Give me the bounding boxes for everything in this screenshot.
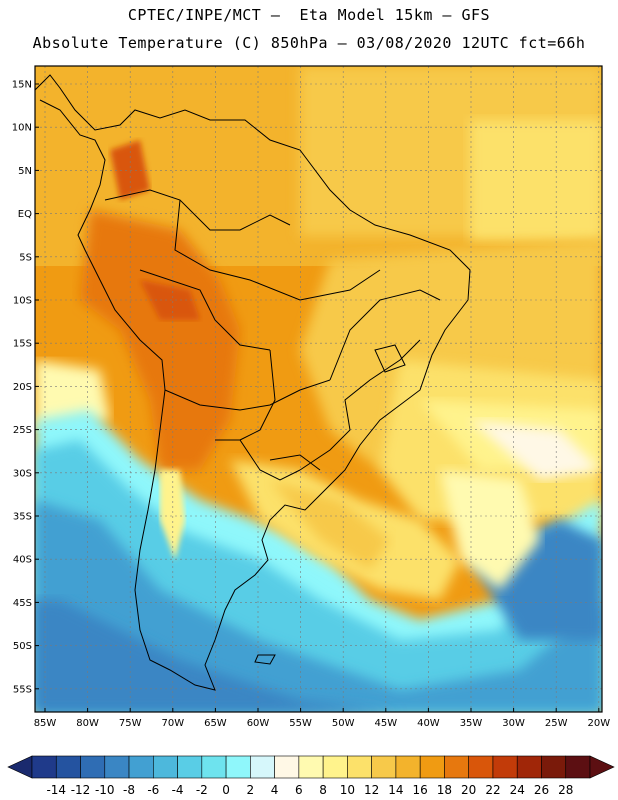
colorbar-label: 8 (319, 783, 327, 797)
lat-label: 5N (18, 166, 32, 177)
colorbar-label: 26 (534, 783, 549, 797)
lon-label: 30W (502, 718, 525, 729)
colorbar-swatch (492, 755, 518, 779)
temperature-field (35, 66, 602, 712)
colorbar-swatch (468, 755, 494, 779)
colorbar-swatch (31, 755, 57, 779)
colorbar-swatch (565, 755, 591, 779)
colorbar-label: 24 (510, 783, 525, 797)
colorbar-label: 28 (558, 783, 573, 797)
longitude-labels: 85W 80W 75W 70W 65W 60W 55W 50W 45W 40W 35W 30W 25W 2… (34, 708, 610, 729)
colorbar-label: 12 (364, 783, 379, 797)
lon-label: 35W (460, 718, 483, 729)
lat-label: 15S (13, 339, 32, 350)
lat-label: 15N (12, 80, 32, 91)
colorbar-swatch (347, 755, 372, 779)
coastlines-and-borders (35, 74, 471, 691)
colorbar-swatch (444, 755, 469, 779)
colorbar-swatch (80, 755, 106, 779)
lon-label: 65W (204, 718, 227, 729)
lat-label: 55S (13, 684, 32, 695)
lon-label: 80W (76, 718, 99, 729)
colorbar-swatch (153, 755, 178, 779)
colorbar-label: -4 (172, 783, 184, 797)
colorbar-swatch (395, 755, 421, 779)
lat-label: 5S (19, 252, 32, 263)
lat-label: 25S (13, 425, 32, 436)
map-title-line2: Absolute Temperature (C) 850hPa – 03/08/… (32, 34, 586, 52)
colorbar-label: 0 (222, 783, 230, 797)
colorbar-min-arrow (7, 755, 33, 779)
lat-label: 50S (13, 641, 32, 652)
colorbar-label: -8 (123, 783, 135, 797)
colorbar-label: -14 (46, 783, 66, 797)
colorbar: -14 -12 -10 -8 -6 -4 -2 0 2 4 6 8 10 12 14 16 18 20 22 24 26… (7, 755, 615, 797)
lat-label: 35S (13, 512, 32, 523)
colorbar-swatch (201, 755, 227, 779)
colorbar-label: 6 (295, 783, 303, 797)
lat-label: 10S (13, 296, 32, 307)
colorbar-label: -12 (71, 783, 91, 797)
colorbar-label: 14 (388, 783, 403, 797)
colorbar-label: 4 (271, 783, 279, 797)
colorbar-swatch (250, 755, 275, 779)
colorbar-label: 16 (413, 783, 428, 797)
lon-label: 75W (119, 718, 142, 729)
lon-label: 25W (545, 718, 568, 729)
lon-label: 55W (289, 718, 312, 729)
lon-label: 45W (374, 718, 397, 729)
lon-label: 40W (417, 718, 440, 729)
colorbar-label: 18 (437, 783, 452, 797)
lat-label: EQ (18, 209, 32, 220)
colorbar-swatch (274, 755, 300, 779)
colorbar-swatch (225, 755, 251, 779)
lat-label: 10N (12, 123, 32, 134)
colorbar-swatch (298, 755, 324, 779)
lat-label: 45S (13, 598, 32, 609)
lat-label: 40S (13, 555, 32, 566)
colorbar-swatch (104, 755, 130, 779)
colorbar-label: -10 (95, 783, 115, 797)
colorbar-swatch (541, 755, 567, 779)
colorbar-swatch (419, 755, 445, 779)
map-frame (34, 65, 603, 713)
lon-label: 20W (587, 718, 610, 729)
colorbar-swatch (371, 755, 397, 779)
colorbar-label: 22 (485, 783, 500, 797)
colorbar-swatch (516, 755, 542, 779)
map-title-line1: CPTEC/INPE/MCT – Eta Model 15km – GFS (127, 6, 491, 24)
lat-label: 20S (13, 382, 32, 393)
lat-label: 30S (13, 468, 32, 479)
colorbar-swatch (322, 755, 348, 779)
colorbar-label: 10 (340, 783, 355, 797)
colorbar-label: -2 (196, 783, 208, 797)
lon-label: 50W (332, 718, 355, 729)
colorbar-swatch (128, 755, 154, 779)
colorbar-swatch (55, 755, 81, 779)
colorbar-label: 2 (247, 783, 255, 797)
lon-label: 60W (247, 718, 270, 729)
latitude-labels: 15N 10N 5N EQ 5S 10S 15S 20S 25S 30S 35S 40S 45S 50S 5… (12, 80, 39, 695)
lon-label: 70W (161, 718, 184, 729)
lon-label: 85W (34, 718, 57, 729)
colorbar-label: 20 (461, 783, 476, 797)
colorbar-max-arrow (589, 755, 615, 779)
colorbar-label: -6 (147, 783, 159, 797)
colorbar-swatch (177, 755, 203, 779)
